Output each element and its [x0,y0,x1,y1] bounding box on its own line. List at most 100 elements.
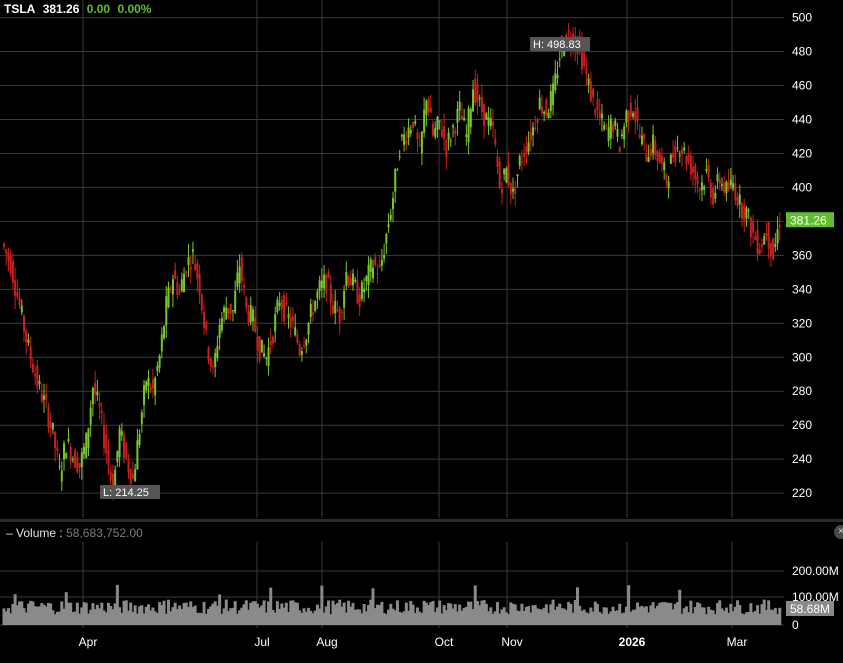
volume-bar [229,608,233,625]
candle-body [503,168,506,175]
candle-body [445,140,448,157]
volume-bar [773,607,777,625]
volume-bar [95,604,99,625]
candle-body [160,334,163,352]
volume-bar [89,609,93,625]
candle-body [98,403,101,407]
volume-bar [13,594,17,625]
volume-bar [378,605,382,625]
candle-body [476,83,479,103]
volume-bar [249,602,253,625]
candle-body [447,132,450,140]
volume-bar [560,608,564,625]
volume-bar [533,605,537,625]
volume-bar [589,607,593,625]
candle-body [305,339,308,346]
volume-bar [702,607,706,625]
volume-bar [664,602,668,625]
candle-body [763,236,766,245]
volume-bar [9,613,13,625]
candle-body [698,189,701,192]
candle-body [456,109,459,123]
candle-body [616,128,619,137]
volume-bar [33,606,37,625]
volume-bar [38,606,42,625]
volume-separator: : [59,526,63,540]
volume-bar [304,611,308,625]
candle-body [767,222,770,249]
candle-body [85,433,88,458]
candle-body [74,450,77,468]
candle-body [51,422,54,430]
volume-bar [162,600,166,625]
volume-bar [40,603,44,625]
volume-bar [587,613,591,625]
volume-bar [618,603,622,625]
candle-body [443,126,446,139]
price-tick-label: 240 [792,452,812,466]
volume-bar [71,612,75,625]
candle-body [16,292,19,298]
volume-bar [542,607,546,625]
candle-body [294,327,297,336]
panel-divider[interactable] [0,519,843,522]
candle-body [278,302,281,306]
candle-body [91,387,94,405]
volume-bar [191,607,195,625]
candle-body [652,134,655,154]
volume-bar [60,601,64,625]
price-tick-label: 260 [792,418,812,432]
volume-bar [527,606,531,625]
candle-body [392,198,394,210]
candle-body [94,383,97,395]
volume-bar [238,610,242,625]
volume-bar [44,606,48,625]
candle-body [100,410,103,413]
volume-bar [384,614,388,625]
candle-body [363,288,366,292]
candle-body [649,149,652,157]
candle-body [747,210,750,212]
volume-bar [373,608,377,625]
volume-bar [593,601,597,625]
volume-bar [667,602,671,625]
candle-body [629,102,632,117]
volume-bar [315,604,319,625]
volume-bar [189,601,193,625]
volume-bar [313,610,317,625]
volume-bar [460,610,464,625]
candle-body [549,91,552,112]
volume-bar [115,584,119,625]
volume-bar [278,608,282,625]
candle-body [396,169,399,171]
volume-bar [355,609,359,625]
candle-body [129,469,132,484]
volume-bar [713,614,717,625]
volume-bar [171,607,175,625]
candle-body [143,385,146,406]
close-icon[interactable]: × [834,525,843,539]
x-tick-label: Jul [254,635,269,649]
volume-bar [751,612,755,625]
candle-body [269,340,272,345]
volume-bar [578,605,582,625]
candle-body [216,346,219,358]
volume-bar [680,613,684,625]
volume-bar [329,614,333,625]
collapse-icon[interactable]: – [6,526,13,540]
x-tick-label: 2026 [619,635,646,649]
candle-body [589,81,592,102]
volume-bar [524,606,528,625]
candle-body [534,127,537,129]
volume-bar [247,609,251,625]
volume-bar [422,600,426,625]
volume-bar [682,608,686,625]
volume-bar [469,601,473,625]
candle-body [567,29,570,32]
volume-bar [427,604,431,625]
candle-body [120,431,123,436]
candle-body [56,447,59,451]
volume-bar [704,614,708,625]
